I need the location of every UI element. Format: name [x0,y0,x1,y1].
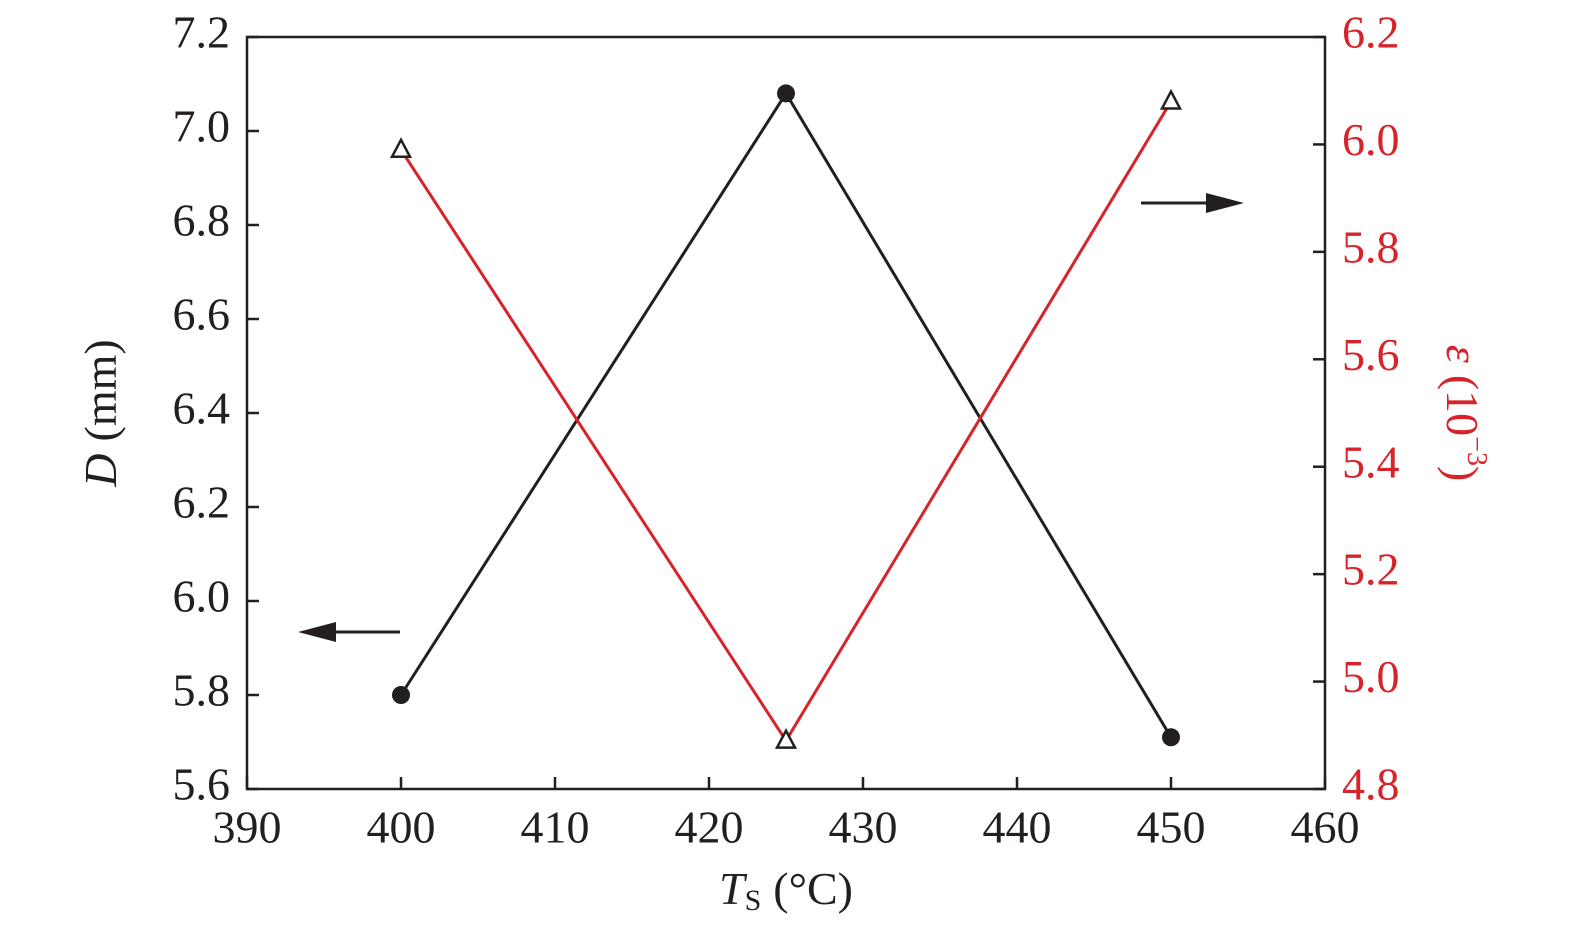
y2-label-symbol: ε [1437,345,1488,364]
x-axis-label: TS (°C) [719,863,853,917]
y2-tick-label: 5.0 [1342,651,1400,702]
y2-tick-label: 6.2 [1342,7,1400,58]
marker [774,727,798,749]
y-tick-label: 6.6 [173,289,231,340]
y2-label-exponent: −3 [1461,436,1492,466]
right-arrow [1141,193,1244,213]
x-label-symbol: T [719,863,748,914]
x-label-unit: (°C) [773,863,853,914]
x-tick-label: 400 [367,802,436,853]
y2-tick-label: 6.0 [1342,114,1400,165]
plot-frame [245,35,1327,791]
y2-tick-label: 5.6 [1342,329,1400,380]
y2-axis-label: ε (10−3) [1437,345,1491,482]
x-label-subscript: S [745,884,762,917]
x-tick-label: 410 [521,802,590,853]
y-tick-label: 6.2 [173,477,231,528]
y-tick-label: 6.8 [173,195,231,246]
y-tick-label: 5.8 [173,665,231,716]
x-tick-label: 390 [213,802,282,853]
y-tick-label: 7.0 [173,101,231,152]
y2-label-unit: (10 [1437,375,1488,436]
y2-tick-label: 5.8 [1342,221,1400,272]
y2-tick-label: 5.4 [1342,436,1400,487]
marker [389,137,413,159]
y2-label-close: ) [1437,466,1488,481]
y-label-unit: (mm) [75,339,126,441]
y-tick-label: 6.4 [173,383,231,434]
y2-tick-label: 4.8 [1342,759,1400,810]
x-tick-label: 430 [829,802,898,853]
series-line [399,90,1173,739]
x-tick-label: 460 [1291,802,1360,853]
x-tick-label: 420 [675,802,744,853]
marker [1159,88,1183,110]
y-label-symbol: D [75,453,126,487]
marker [777,84,795,103]
marker [392,686,410,704]
x-tick-label: 440 [983,802,1052,853]
left-arrow [298,622,400,642]
y-tick-label: 5.6 [173,759,231,810]
y-axis-label: D (mm) [75,339,126,487]
y2-tick-label: 5.2 [1342,544,1400,595]
marker [1162,728,1180,747]
x-tick-label: 450 [1137,802,1206,853]
series-line [399,100,1173,744]
y-tick-label: 6.0 [173,571,231,622]
y-tick-label: 7.2 [173,7,231,58]
